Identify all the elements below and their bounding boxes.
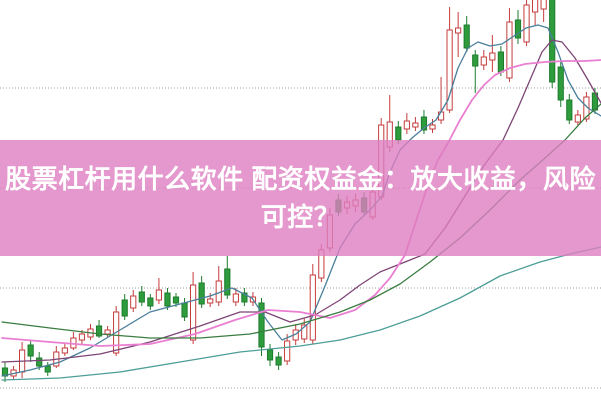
candle-down bbox=[549, 0, 556, 83]
candle-up bbox=[403, 120, 410, 130]
candle-down bbox=[275, 356, 282, 366]
headline-line-1: 股票杠杆用什么软件 配资权益金：放大收益，风险 bbox=[5, 164, 596, 194]
candle-up bbox=[284, 340, 291, 362]
candle-down bbox=[566, 99, 573, 121]
candle-down bbox=[164, 292, 171, 307]
candle-up bbox=[437, 111, 445, 121]
candle-down bbox=[395, 126, 402, 141]
candle-down bbox=[181, 302, 188, 318]
candle-down bbox=[497, 51, 504, 73]
candle-down bbox=[258, 302, 265, 348]
candle-down bbox=[27, 344, 34, 357]
candle-down bbox=[121, 299, 128, 317]
candle-down bbox=[138, 291, 145, 303]
candle-down bbox=[95, 325, 103, 337]
candle-down bbox=[514, 19, 522, 39]
candle-down bbox=[463, 24, 470, 49]
candle-up bbox=[61, 347, 68, 354]
candle-down bbox=[147, 297, 154, 307]
candle-down bbox=[557, 66, 564, 101]
ma-line-ma-mid-purple bbox=[1, 39, 601, 363]
candle-down bbox=[472, 54, 479, 67]
candle-down bbox=[420, 116, 428, 131]
candle-up bbox=[104, 329, 111, 335]
candle-up bbox=[523, 4, 530, 43]
candle-up bbox=[309, 274, 316, 341]
candle-up bbox=[155, 289, 163, 301]
candle-up bbox=[78, 333, 86, 341]
candle-up bbox=[301, 324, 308, 340]
candle-down bbox=[241, 292, 248, 303]
candle-down bbox=[224, 268, 231, 296]
candle-down bbox=[266, 349, 274, 361]
candle-up bbox=[207, 298, 214, 304]
candle-down bbox=[198, 282, 205, 305]
candle-up bbox=[429, 124, 436, 130]
candle-up bbox=[232, 293, 239, 303]
candle-up bbox=[574, 114, 581, 123]
ma-line-ma-slow-cyan bbox=[1, 246, 601, 381]
headline-banner: 股票杠杆用什么软件 配资权益金：放大收益，风险 可控？ bbox=[0, 140, 601, 256]
candle-up bbox=[506, 21, 513, 79]
candle-up bbox=[540, 0, 547, 10]
candle-down bbox=[44, 365, 51, 373]
headline-line-2: 可控？ bbox=[260, 202, 341, 232]
candle-up bbox=[412, 122, 419, 128]
candle-up bbox=[446, 29, 453, 111]
candle-up bbox=[532, 0, 539, 13]
candle-down bbox=[36, 357, 43, 367]
candle-up bbox=[455, 27, 462, 34]
candle-up bbox=[190, 284, 197, 341]
candle-up bbox=[130, 295, 137, 309]
candle-up bbox=[480, 56, 487, 66]
candle-down bbox=[172, 296, 180, 304]
candle-up bbox=[489, 52, 496, 61]
